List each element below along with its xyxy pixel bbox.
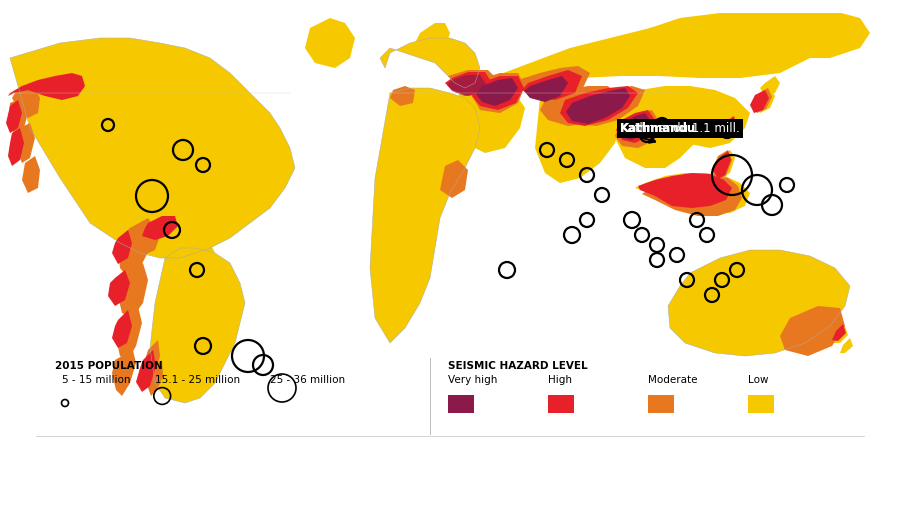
Polygon shape — [615, 110, 660, 148]
Polygon shape — [22, 156, 40, 193]
Polygon shape — [522, 70, 582, 100]
Text: Kathmandu: Kathmandu — [620, 122, 697, 135]
Polygon shape — [712, 150, 732, 180]
Polygon shape — [640, 8, 870, 58]
Text: SEISMIC HAZARD LEVEL: SEISMIC HAZARD LEVEL — [448, 361, 588, 371]
Polygon shape — [560, 86, 638, 126]
Bar — [748, 395, 774, 413]
Polygon shape — [142, 216, 178, 240]
Text: 15.1 - 25 million: 15.1 - 25 million — [155, 375, 240, 385]
Polygon shape — [112, 230, 132, 264]
Polygon shape — [618, 113, 650, 140]
Polygon shape — [142, 340, 160, 383]
Polygon shape — [752, 88, 772, 113]
Polygon shape — [305, 18, 355, 68]
Polygon shape — [160, 218, 215, 263]
Polygon shape — [116, 306, 142, 360]
Polygon shape — [12, 86, 40, 118]
Polygon shape — [668, 250, 850, 356]
Polygon shape — [118, 218, 155, 278]
Polygon shape — [108, 270, 130, 306]
Text: High: High — [548, 375, 572, 385]
Polygon shape — [832, 325, 847, 342]
Polygon shape — [760, 76, 780, 96]
Bar — [648, 395, 674, 413]
Polygon shape — [476, 78, 518, 106]
Polygon shape — [118, 263, 148, 318]
Polygon shape — [440, 160, 468, 198]
Polygon shape — [150, 248, 245, 403]
Polygon shape — [445, 72, 492, 96]
Text: Kathmandu: Kathmandu — [620, 122, 697, 135]
Polygon shape — [638, 173, 732, 208]
Polygon shape — [472, 73, 525, 113]
Text: Kathmandu 1.1 mill.: Kathmandu 1.1 mill. — [620, 122, 740, 135]
Polygon shape — [112, 346, 136, 396]
Polygon shape — [780, 306, 845, 356]
Polygon shape — [615, 86, 750, 148]
Polygon shape — [125, 223, 160, 256]
Text: 25 - 36 million: 25 - 36 million — [270, 375, 345, 385]
Polygon shape — [447, 75, 486, 96]
Polygon shape — [370, 88, 480, 343]
Polygon shape — [750, 90, 769, 113]
Bar — [548, 395, 574, 413]
Polygon shape — [755, 88, 775, 113]
Polygon shape — [524, 76, 568, 102]
Polygon shape — [840, 338, 853, 353]
Polygon shape — [8, 128, 24, 166]
Polygon shape — [390, 86, 415, 106]
Polygon shape — [535, 93, 620, 183]
Polygon shape — [562, 86, 645, 126]
Polygon shape — [10, 38, 295, 258]
Polygon shape — [380, 38, 480, 88]
Polygon shape — [455, 83, 525, 153]
Text: Very high: Very high — [448, 375, 498, 385]
Polygon shape — [136, 350, 156, 392]
Polygon shape — [635, 173, 750, 213]
Polygon shape — [615, 93, 700, 168]
Polygon shape — [540, 86, 618, 126]
Polygon shape — [455, 18, 820, 93]
Polygon shape — [722, 116, 736, 136]
Text: 5 - 15 million: 5 - 15 million — [62, 375, 130, 385]
Polygon shape — [512, 66, 590, 96]
Polygon shape — [16, 123, 35, 163]
Polygon shape — [112, 310, 132, 348]
Polygon shape — [415, 23, 450, 58]
Polygon shape — [6, 100, 22, 133]
Polygon shape — [472, 76, 524, 110]
Text: 2015 POPULATION: 2015 POPULATION — [55, 361, 163, 371]
Polygon shape — [715, 150, 735, 178]
Polygon shape — [832, 324, 846, 341]
Bar — [448, 395, 474, 413]
Polygon shape — [616, 110, 655, 143]
Polygon shape — [713, 151, 731, 179]
Polygon shape — [642, 176, 742, 216]
Polygon shape — [8, 98, 28, 133]
Polygon shape — [566, 88, 630, 124]
Text: Low: Low — [748, 375, 769, 385]
Polygon shape — [448, 70, 498, 96]
Polygon shape — [147, 360, 163, 396]
Polygon shape — [8, 73, 85, 100]
Polygon shape — [834, 326, 848, 343]
Text: Moderate: Moderate — [648, 375, 698, 385]
